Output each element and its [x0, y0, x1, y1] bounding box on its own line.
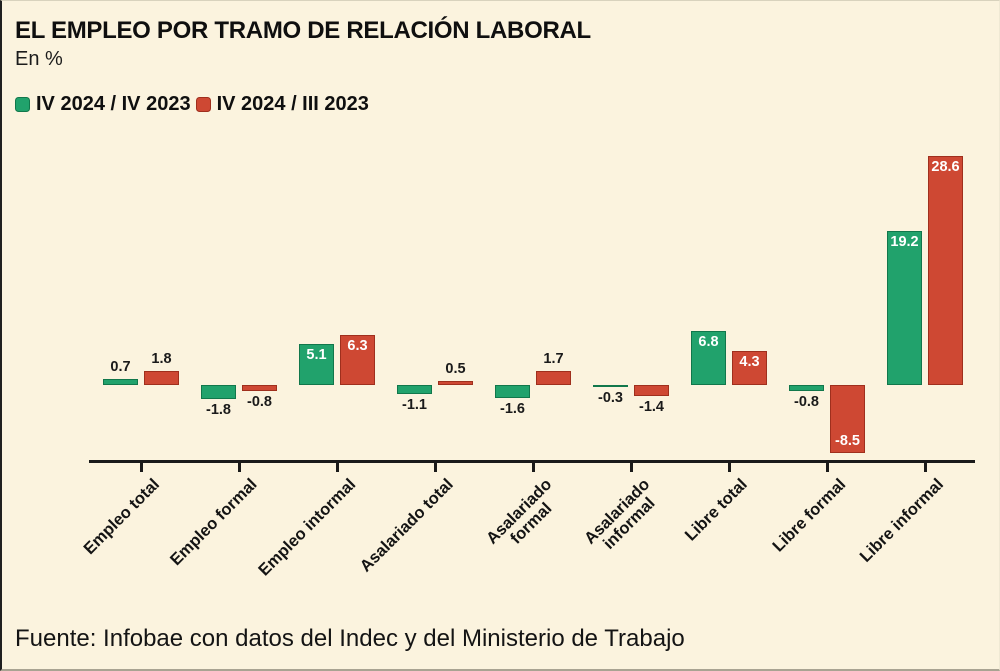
value-label: 6.8 — [698, 334, 719, 350]
x-axis-label: Empleo intormal — [254, 475, 360, 580]
bar-red — [536, 371, 571, 385]
value-label: 1.8 — [151, 351, 172, 367]
value-label: 0.7 — [110, 359, 131, 375]
x-axis-tick — [924, 460, 927, 472]
x-axis-tick — [434, 460, 437, 472]
x-axis-label: Empleo total — [80, 475, 164, 559]
x-axis-tick — [728, 460, 731, 472]
value-label: 28.6 — [931, 159, 960, 175]
x-axis-tick — [630, 460, 633, 472]
bar-green — [201, 385, 236, 399]
x-axis-label: Libre total — [681, 475, 752, 545]
value-label: 4.3 — [739, 354, 760, 370]
x-axis-label: Empleo formal — [167, 475, 262, 570]
x-axis-label: Asalariado total — [356, 475, 458, 576]
bar-red — [732, 351, 767, 385]
x-axis-label: Libre informal — [856, 475, 948, 566]
value-label: -1.8 — [206, 402, 231, 418]
chart-subtitle: En % — [15, 48, 63, 70]
x-axis-tick — [140, 460, 143, 472]
value-label: 1.7 — [543, 351, 564, 367]
bar-green — [789, 385, 824, 391]
x-axis-tick — [532, 460, 535, 472]
x-axis-label: Libre formal — [768, 475, 850, 556]
value-label: -8.5 — [835, 433, 860, 449]
value-label: 19.2 — [890, 234, 919, 250]
legend: IV 2024 / IV 2023 IV 2024 / III 2023 — [15, 93, 374, 116]
chart-title: EL EMPLEO POR TRAMO DE RELACIÓN LABORAL — [15, 17, 591, 44]
value-label: 6.3 — [347, 338, 368, 354]
bar-green — [691, 331, 726, 385]
bar-red — [242, 385, 277, 391]
legend-swatch-red — [195, 97, 211, 112]
legend-swatch-green — [15, 97, 30, 112]
bar-red — [340, 335, 375, 385]
bar-red — [144, 371, 179, 385]
bar-red — [928, 156, 963, 385]
value-label: 0.5 — [445, 361, 466, 377]
value-label: -1.4 — [639, 399, 664, 415]
value-label: -1.6 — [500, 401, 525, 417]
bar-red — [634, 385, 669, 396]
bar-green — [887, 231, 922, 385]
bar-green — [495, 385, 530, 398]
value-label: -0.3 — [598, 390, 623, 406]
x-axis-tick — [826, 460, 829, 472]
value-label: 5.1 — [306, 347, 327, 363]
x-axis-tick — [336, 460, 339, 472]
x-axis-label: Asalariado informal — [580, 475, 659, 553]
bar-red — [438, 381, 473, 385]
value-label: -0.8 — [247, 394, 272, 410]
bar-green — [299, 344, 334, 385]
legend-label-series1: IV 2024 / IV 2023 — [36, 93, 191, 115]
value-label: -0.8 — [794, 394, 819, 410]
bar-green — [593, 385, 628, 387]
bar-green — [103, 379, 138, 385]
bar-green — [397, 385, 432, 394]
legend-label-series2: IV 2024 / III 2023 — [216, 93, 369, 115]
x-axis-tick — [238, 460, 241, 472]
value-label: -1.1 — [402, 397, 427, 413]
source-note: Fuente: Infobae con datos del Indec y de… — [15, 625, 685, 652]
bar-red — [830, 385, 865, 453]
x-axis-label: Asalariado formal — [482, 475, 556, 548]
